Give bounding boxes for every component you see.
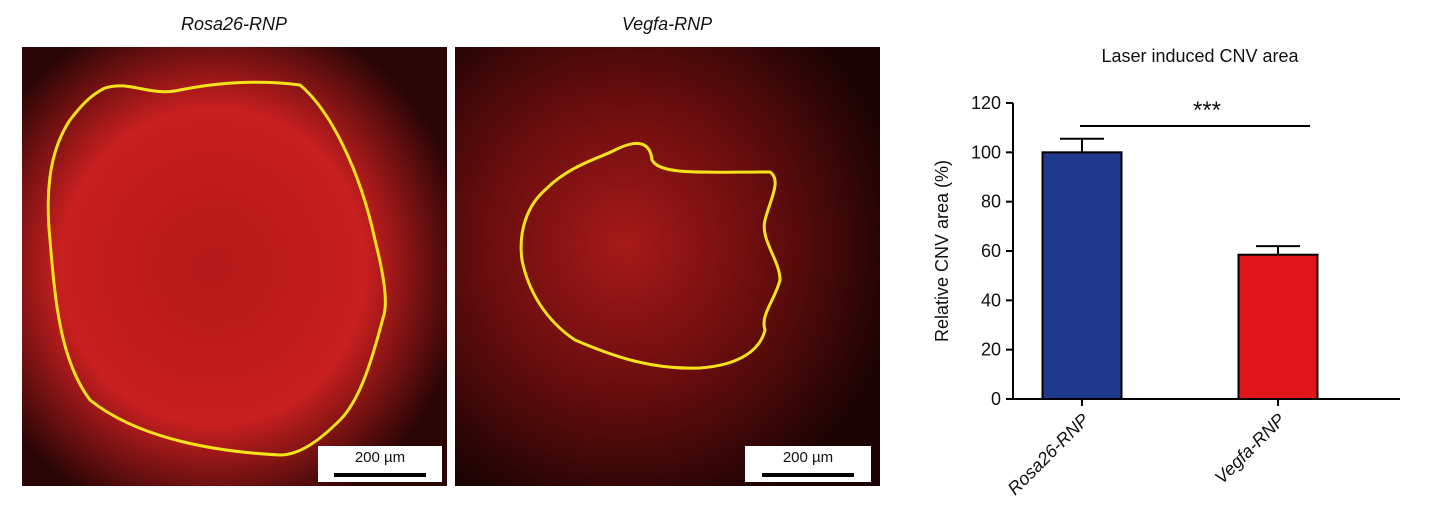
scale-bar-label: 200 µm [355, 449, 405, 466]
y-axis-label: Relative CNV area (%) [932, 160, 952, 342]
y-tick-label: 100 [971, 142, 1001, 162]
image-title: Rosa26-RNP [181, 14, 287, 34]
significance-label: *** [1193, 97, 1221, 124]
micrograph [455, 47, 880, 486]
x-tick-label: Vegfa-RNP [1211, 410, 1289, 488]
x-tick-label: Rosa26-RNP [1004, 410, 1093, 499]
roi-outline [46, 80, 387, 457]
y-tick-label: 120 [971, 93, 1001, 113]
y-tick-label: 20 [981, 340, 1001, 360]
micrograph [22, 47, 447, 486]
image-title: Vegfa-RNP [622, 14, 712, 34]
roi-outline [519, 141, 782, 370]
bar [1237, 253, 1319, 400]
y-tick-label: 40 [981, 290, 1001, 310]
bar [1041, 151, 1123, 400]
y-tick-label: 80 [981, 192, 1001, 212]
y-tick-label: 0 [991, 389, 1001, 409]
chart-title: Laser induced CNV area [1101, 46, 1299, 66]
y-tick-label: 60 [981, 241, 1001, 261]
scale-bar-label: 200 µm [783, 449, 833, 466]
